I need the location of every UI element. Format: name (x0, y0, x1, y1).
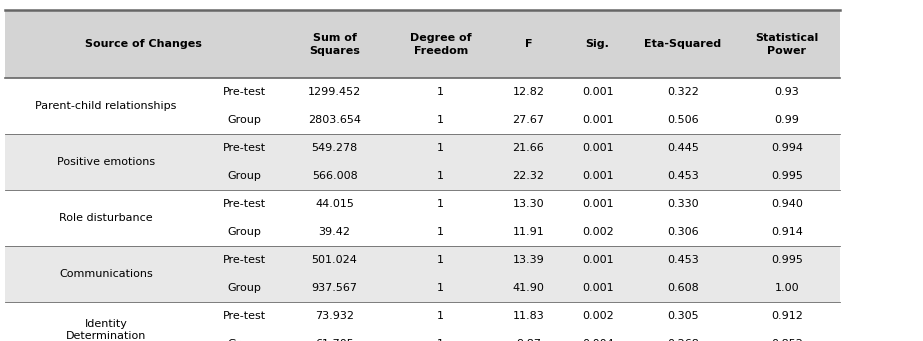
Text: Identity
Determination: Identity Determination (66, 319, 147, 341)
Text: 1299.452: 1299.452 (308, 87, 361, 98)
Text: F: F (524, 39, 533, 49)
Text: 0.004: 0.004 (581, 339, 614, 341)
Text: 1: 1 (438, 227, 444, 237)
Text: 0.001: 0.001 (581, 143, 614, 153)
Text: 0.330: 0.330 (667, 199, 699, 209)
Text: 0.445: 0.445 (667, 143, 699, 153)
Text: 1: 1 (438, 255, 444, 265)
Text: 27.67: 27.67 (512, 115, 545, 125)
Text: Pre-test: Pre-test (223, 311, 266, 321)
Text: 0.001: 0.001 (581, 171, 614, 181)
Text: Positive emotions: Positive emotions (57, 157, 155, 167)
Text: Parent-child relationships: Parent-child relationships (35, 101, 177, 112)
Text: 1: 1 (438, 115, 444, 125)
Text: 0.453: 0.453 (667, 171, 699, 181)
Text: 1: 1 (438, 143, 444, 153)
Text: 1: 1 (438, 311, 444, 321)
Text: 0.608: 0.608 (667, 283, 699, 293)
Text: Pre-test: Pre-test (223, 87, 266, 98)
Text: 0.002: 0.002 (581, 227, 614, 237)
Text: Eta-Squared: Eta-Squared (644, 39, 722, 49)
Text: 0.001: 0.001 (581, 87, 614, 98)
Text: 41.90: 41.90 (512, 283, 545, 293)
Text: Sum of
Squares: Sum of Squares (309, 33, 360, 56)
Text: 44.015: 44.015 (315, 199, 354, 209)
Text: 13.39: 13.39 (512, 255, 545, 265)
Text: 11.91: 11.91 (512, 227, 545, 237)
Bar (5, 246, 840, 302)
Text: 0.99: 0.99 (774, 115, 799, 125)
Text: 0.506: 0.506 (667, 115, 699, 125)
Text: Role disturbance: Role disturbance (59, 213, 153, 223)
Text: 1: 1 (438, 199, 444, 209)
Text: 61.705: 61.705 (316, 339, 354, 341)
Text: 73.932: 73.932 (315, 311, 354, 321)
Text: 1: 1 (438, 339, 444, 341)
Text: 0.914: 0.914 (771, 227, 803, 237)
Text: 566.008: 566.008 (312, 171, 357, 181)
Text: 0.995: 0.995 (771, 171, 803, 181)
Text: 0.995: 0.995 (771, 255, 803, 265)
Text: Pre-test: Pre-test (223, 199, 266, 209)
Text: 11.83: 11.83 (512, 311, 545, 321)
Text: Group: Group (228, 283, 261, 293)
Text: 2803.654: 2803.654 (308, 115, 361, 125)
Text: 549.278: 549.278 (311, 143, 358, 153)
Text: 1: 1 (438, 171, 444, 181)
Text: 0.001: 0.001 (581, 115, 614, 125)
Text: 0.322: 0.322 (667, 87, 699, 98)
Bar (5, 190, 840, 246)
Bar (5, 78, 840, 134)
Text: Sig.: Sig. (586, 39, 609, 49)
Text: 39.42: 39.42 (318, 227, 351, 237)
Text: 1: 1 (438, 87, 444, 98)
Text: 937.567: 937.567 (312, 283, 357, 293)
Text: 0.001: 0.001 (581, 199, 614, 209)
Bar (5, 302, 840, 341)
Text: Group: Group (228, 339, 261, 341)
Text: 21.66: 21.66 (512, 143, 545, 153)
Text: Group: Group (228, 171, 261, 181)
Text: 0.001: 0.001 (581, 255, 614, 265)
Text: Pre-test: Pre-test (223, 255, 266, 265)
Text: 0.994: 0.994 (771, 143, 803, 153)
Text: Group: Group (228, 115, 261, 125)
Text: 0.306: 0.306 (667, 227, 699, 237)
Text: 13.30: 13.30 (512, 199, 545, 209)
Text: 22.32: 22.32 (512, 171, 545, 181)
Text: 0.453: 0.453 (667, 255, 699, 265)
Text: 12.82: 12.82 (512, 87, 545, 98)
Text: Group: Group (228, 227, 261, 237)
Text: 0.268: 0.268 (667, 339, 699, 341)
Text: 9.87: 9.87 (516, 339, 541, 341)
Text: 0.305: 0.305 (667, 311, 699, 321)
Text: Degree of
Freedom: Degree of Freedom (410, 33, 472, 56)
Text: Pre-test: Pre-test (223, 143, 266, 153)
Text: 0.001: 0.001 (581, 283, 614, 293)
Text: 1.00: 1.00 (774, 283, 799, 293)
Text: 0.912: 0.912 (771, 311, 803, 321)
Text: 0.002: 0.002 (581, 311, 614, 321)
Text: Communications: Communications (59, 269, 153, 279)
Bar (5, 134, 840, 190)
Text: Statistical
Power: Statistical Power (755, 33, 819, 56)
Bar (5, 10, 840, 78)
Text: 0.852: 0.852 (771, 339, 803, 341)
Text: Source of Changes: Source of Changes (85, 39, 201, 49)
Text: 0.940: 0.940 (771, 199, 803, 209)
Text: 0.93: 0.93 (774, 87, 799, 98)
Text: 1: 1 (438, 283, 444, 293)
Text: 501.024: 501.024 (312, 255, 357, 265)
